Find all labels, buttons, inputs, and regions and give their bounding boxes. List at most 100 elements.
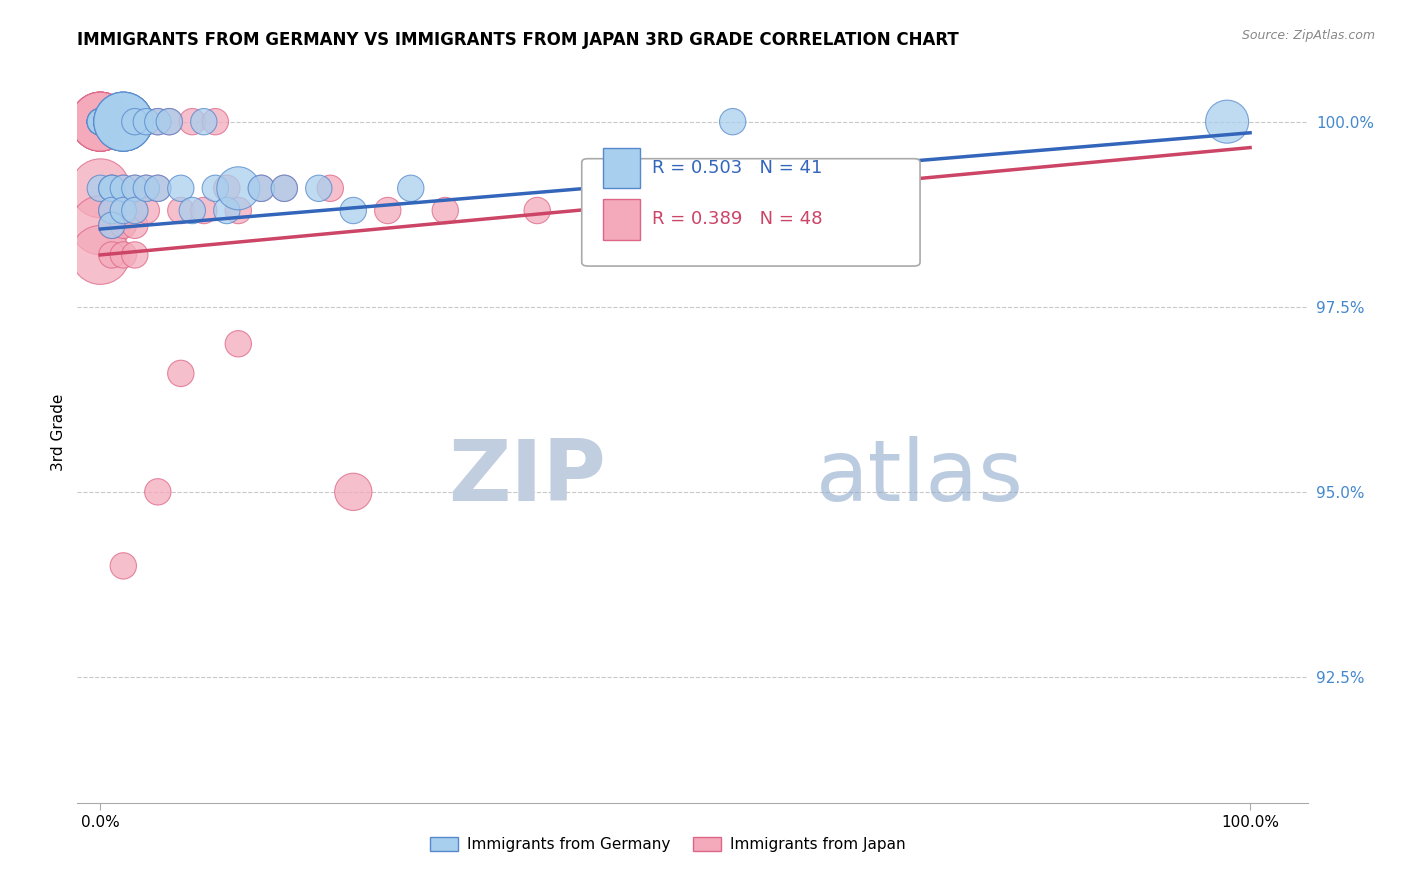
Point [170,181,193,195]
Point [89,114,111,128]
Point [135,203,157,218]
Y-axis label: 3rd Grade: 3rd Grade [51,394,66,471]
Point [1216,114,1239,128]
Point [181,203,204,218]
Point [124,219,146,233]
Point [250,181,273,195]
Point [101,203,124,218]
Point [146,114,169,128]
Point [135,181,157,195]
Point [89,114,111,128]
Point [112,203,135,218]
Point [273,181,295,195]
Point [204,181,226,195]
Point [101,181,124,195]
Point [112,181,135,195]
Point [124,114,146,128]
Point [226,181,249,195]
Point [193,114,215,128]
Point [112,114,135,128]
Text: IMMIGRANTS FROM GERMANY VS IMMIGRANTS FROM JAPAN 3RD GRADE CORRELATION CHART: IMMIGRANTS FROM GERMANY VS IMMIGRANTS FR… [77,31,959,49]
Point [135,181,157,195]
Point [157,114,180,128]
Point [170,203,193,218]
Point [89,114,111,128]
Point [89,114,111,128]
Point [89,181,111,195]
Point [101,181,124,195]
Point [89,114,111,128]
Point [226,336,249,351]
Point [342,484,364,499]
Point [112,114,135,128]
Point [226,203,249,218]
Point [89,114,111,128]
Point [342,203,364,218]
Text: R = 0.503   N = 41: R = 0.503 N = 41 [652,159,823,177]
Point [215,203,238,218]
Text: Source: ZipAtlas.com: Source: ZipAtlas.com [1241,29,1375,43]
Point [377,203,399,218]
Point [273,181,295,195]
Point [101,248,124,262]
Point [146,484,169,499]
Point [135,114,157,128]
Point [112,114,135,128]
Point [89,114,111,128]
FancyBboxPatch shape [582,159,920,266]
Point [204,114,226,128]
FancyBboxPatch shape [603,147,640,188]
Point [526,203,548,218]
Point [112,114,135,128]
Point [170,367,193,381]
Point [157,114,180,128]
Point [112,203,135,218]
Point [124,203,146,218]
Point [89,248,111,262]
Point [89,219,111,233]
Point [89,181,111,195]
Point [124,181,146,195]
Point [193,203,215,218]
Point [124,203,146,218]
Point [89,114,111,128]
Point [112,219,135,233]
Point [89,114,111,128]
Point [89,114,111,128]
Point [146,181,169,195]
Point [101,219,124,233]
Point [89,114,111,128]
FancyBboxPatch shape [603,200,640,240]
Point [101,114,124,128]
Text: ZIP: ZIP [449,435,606,518]
Text: atlas: atlas [815,435,1024,518]
Point [124,181,146,195]
Point [215,181,238,195]
Point [721,114,744,128]
Point [101,203,124,218]
Point [146,114,169,128]
Point [112,114,135,128]
Legend: Immigrants from Germany, Immigrants from Japan: Immigrants from Germany, Immigrants from… [425,830,911,858]
Point [101,181,124,195]
Point [89,114,111,128]
Point [89,114,111,128]
Text: R = 0.389   N = 48: R = 0.389 N = 48 [652,211,823,228]
Point [319,181,342,195]
Point [146,181,169,195]
Point [112,558,135,573]
Point [124,114,146,128]
Point [135,114,157,128]
Point [124,248,146,262]
Point [112,248,135,262]
Point [101,219,124,233]
Point [399,181,422,195]
Point [89,114,111,128]
Point [308,181,330,195]
Point [112,114,135,128]
Point [434,203,457,218]
Point [250,181,273,195]
Point [89,114,111,128]
Point [181,114,204,128]
Point [112,181,135,195]
